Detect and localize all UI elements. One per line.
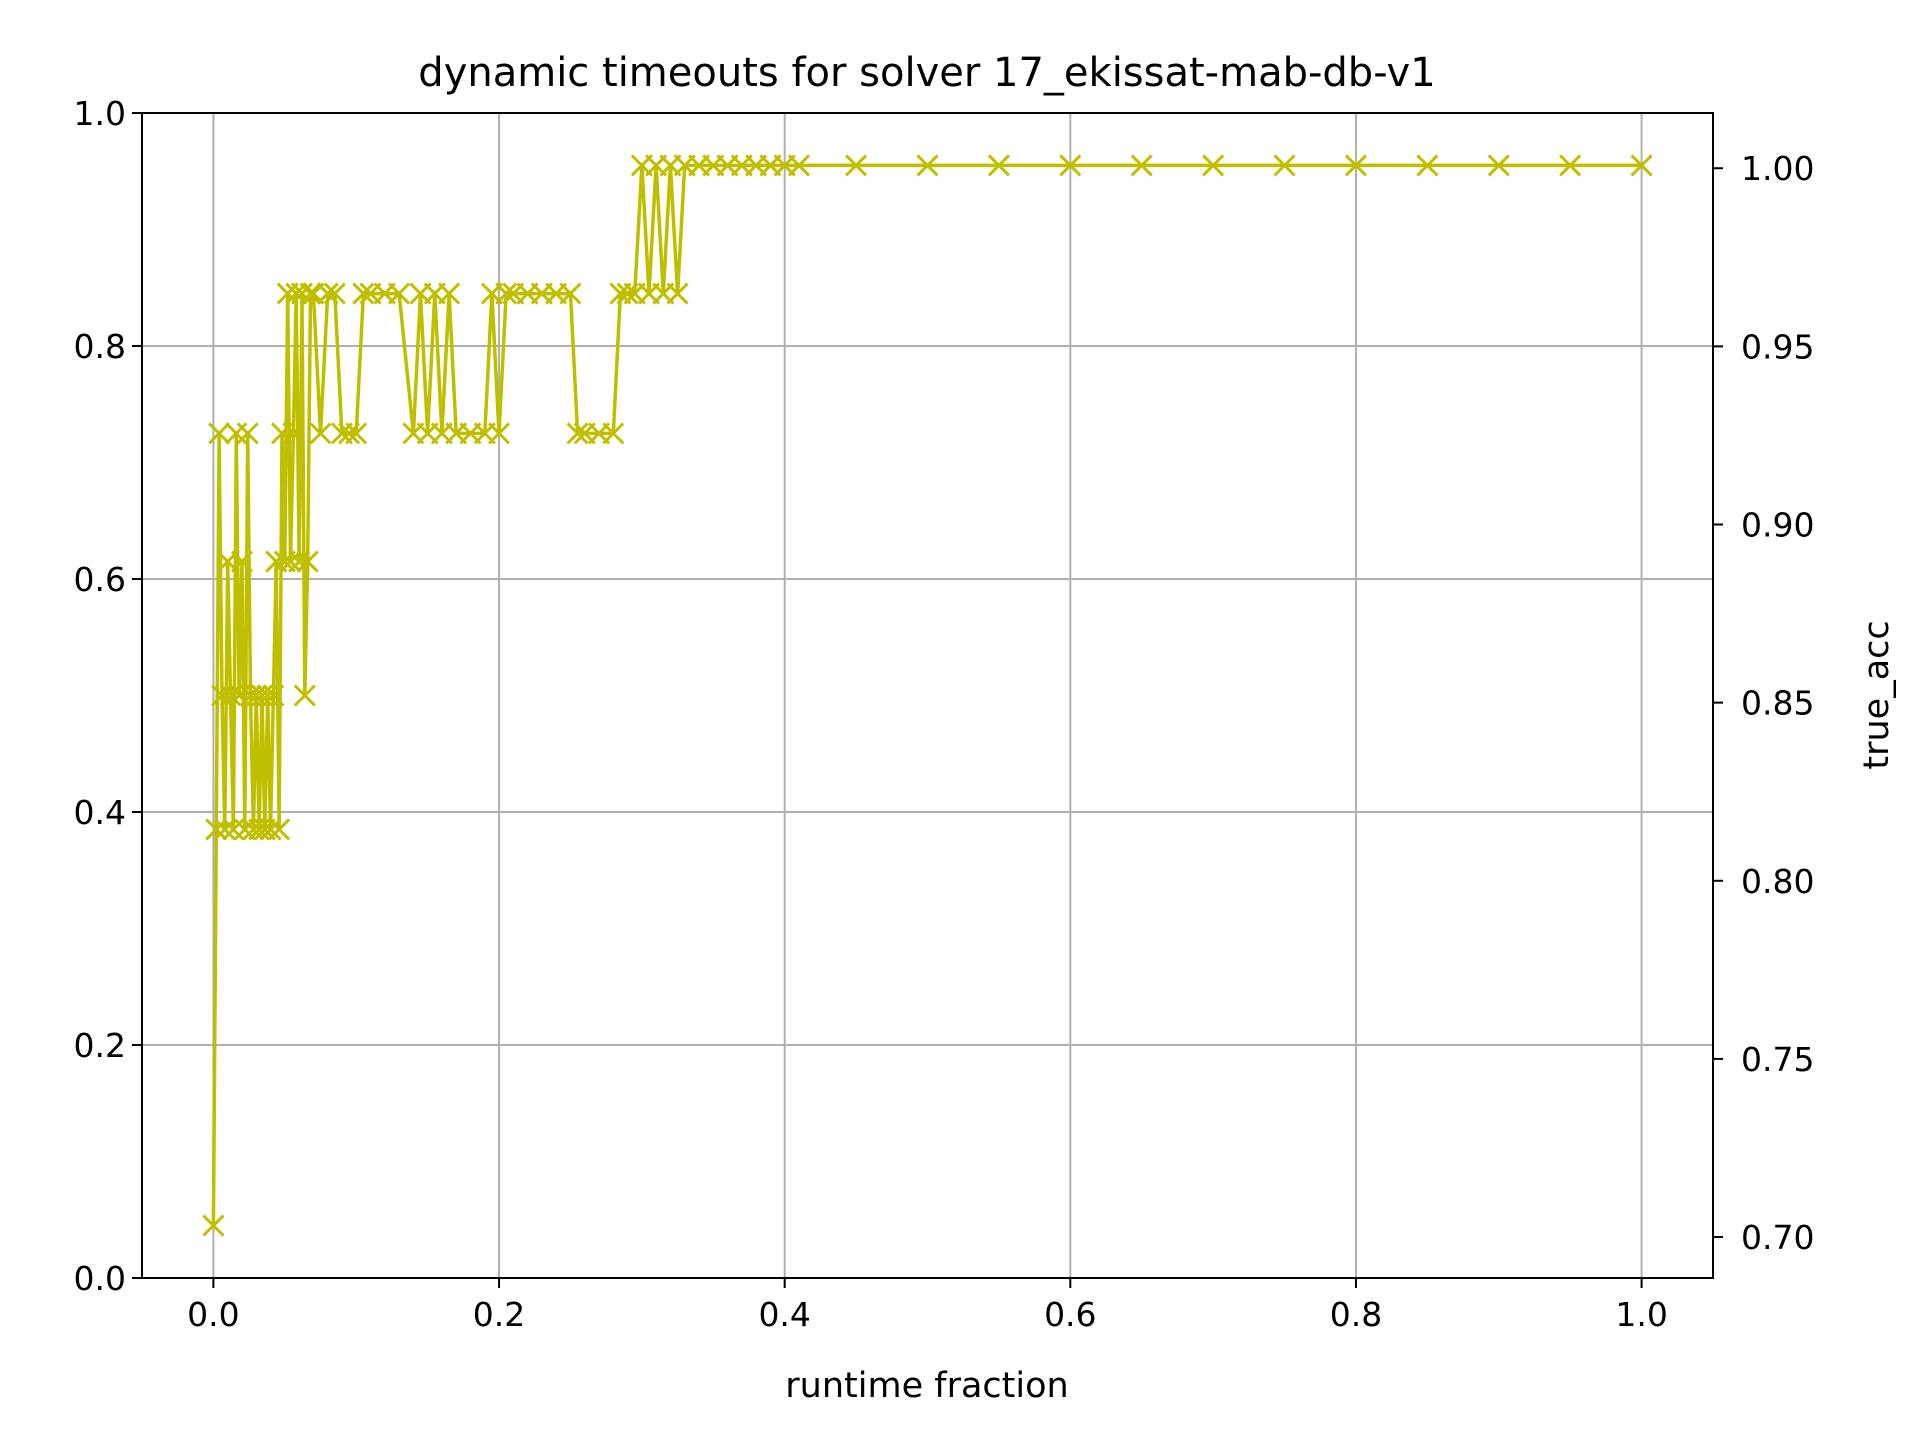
data-point [487,422,511,445]
data-point [299,282,322,305]
x-axis-label: runtime fraction [785,1366,1068,1406]
x-tick-label: 0.4 [758,1295,810,1334]
right-y-tick-label: 0.95 [1741,327,1814,366]
right-y-tick-label: 0.90 [1741,505,1814,544]
data-point [1273,154,1296,177]
plot-frame [141,112,1714,1279]
data-point [559,282,582,305]
right-y-tick-label: 0.85 [1741,684,1814,723]
data-point [288,550,311,573]
ticks: 0.0 0.2 0.4 0.6 0.8 1.0 0.0 0.2 0.4 0.6 0.8 1.0 0.70… [74,94,1815,1334]
series-layer [202,154,1653,1237]
data-point [1559,154,1582,177]
right-y-tick-label: 1.00 [1741,149,1814,188]
x-tick-label: 1.0 [1615,1295,1667,1334]
x-tick-label: 0.8 [1330,1295,1382,1334]
data-point [602,422,625,445]
data-point [1416,154,1439,177]
data-point [279,550,302,573]
data-point [1130,154,1153,177]
data-point [338,422,361,445]
series-line [211,163,1642,1226]
x-tick-label: 0.2 [473,1295,525,1334]
data-point [1344,154,1368,177]
y-tick-label: 0.2 [74,1026,126,1065]
data-point [282,422,305,445]
data-point [566,422,589,445]
data-point [1202,154,1225,177]
data-point [787,154,811,177]
data-point [616,282,639,305]
data-point [323,282,346,305]
x-tick-label: 0.6 [1044,1295,1096,1334]
y-tick-label: 1.0 [74,94,126,133]
data-point [345,422,368,445]
data-point [268,818,291,841]
data-point [495,282,518,305]
data-point [1487,154,1510,177]
data-point [296,550,319,573]
right-y-tick-label: 0.80 [1741,862,1814,901]
right-axis-label: true_acc [1857,620,1897,769]
data-point [205,818,228,841]
data-point [437,282,461,305]
y-tick-label: 0.6 [74,560,126,599]
data-point [262,684,285,707]
data-point [388,282,411,305]
right-y-tick-label: 0.75 [1741,1040,1814,1079]
data-point [1059,154,1082,177]
data-point [213,818,236,841]
data-point [219,684,242,707]
data-point [236,422,259,445]
data-point [916,154,939,177]
x-tick-label: 0.0 [187,1295,239,1334]
data-point [1630,154,1653,177]
y-tick-label: 0.8 [74,327,126,366]
data-point [202,1214,225,1237]
data-point [316,282,339,305]
data-point [210,684,234,707]
y-tick-label: 0.0 [74,1259,126,1298]
data-point [256,684,279,707]
y-tick-label: 0.4 [74,793,126,832]
data-point [309,422,332,445]
data-point [208,422,231,445]
data-point [845,154,868,177]
data-point [666,282,689,305]
data-point [293,684,316,707]
data-point [987,154,1010,177]
data-point [352,282,375,305]
right-y-tick-label: 0.70 [1741,1218,1814,1257]
chart-title: dynamic timeouts for solver 17_ekissat-m… [418,50,1435,96]
data-point [259,818,282,841]
data-point [230,550,254,573]
